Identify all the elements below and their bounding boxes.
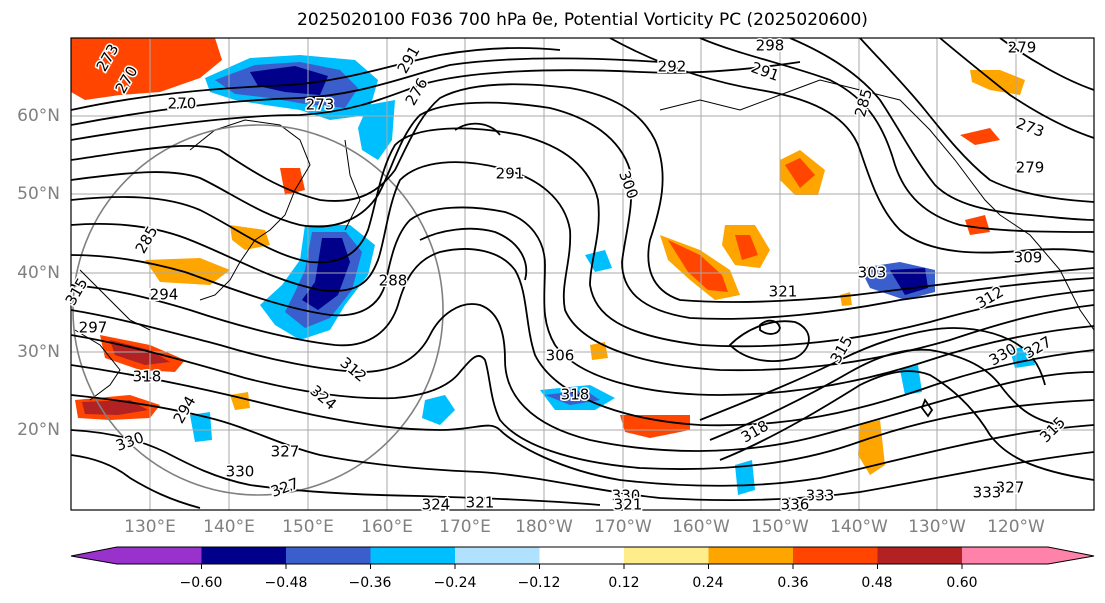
chart-title: 2025020100 F036 700 hPa θe, Potential Vo… <box>297 10 868 30</box>
lat-label: 60°N <box>17 106 60 126</box>
contour-label: 303 <box>858 264 887 282</box>
colorbar-segment <box>71 547 117 564</box>
colorbar-tick-label: 0.24 <box>692 575 724 591</box>
colorbar-segment <box>201 547 286 564</box>
colorbar-segment <box>286 547 371 564</box>
contour-label: 336 <box>781 496 810 514</box>
colorbar-segment <box>793 547 878 564</box>
contour-label: 288 <box>379 272 408 290</box>
contour-label: 330 <box>226 463 255 481</box>
lon-label: 180°W <box>515 517 573 537</box>
contour-label: 294 <box>150 286 179 304</box>
lon-label: 130°E <box>124 517 176 537</box>
contour-label: 273 <box>306 96 335 114</box>
contour-label: 291 <box>496 165 525 183</box>
contour-label: 279 <box>1008 39 1037 57</box>
lat-label: 50°N <box>17 184 60 204</box>
lat-label: 30°N <box>17 342 60 362</box>
contour-label: 298 <box>756 37 785 55</box>
lon-label: 150°E <box>282 517 334 537</box>
contour-label: 309 <box>1014 249 1043 267</box>
colorbar-tick-label: −0.12 <box>517 575 561 591</box>
contour-label: 321 <box>614 496 643 514</box>
contour-label: 270 <box>168 95 197 113</box>
lon-label: 140°W <box>830 517 888 537</box>
colorbar <box>70 546 1095 569</box>
contour-label: 318 <box>561 386 590 404</box>
colorbar-tick-label: 0.48 <box>861 575 893 591</box>
contour-label: 321 <box>769 283 798 301</box>
contour-label: 292 <box>658 58 687 76</box>
contour-label: 306 <box>546 347 575 365</box>
contour-label: 327 <box>996 479 1025 497</box>
colorbar-segment <box>370 547 455 564</box>
contour-label: 324 <box>422 496 451 514</box>
lon-label: 150°W <box>751 517 809 537</box>
lon-label: 160°W <box>672 517 730 537</box>
colorbar-segment <box>117 547 202 564</box>
contour-label: 333 <box>973 484 1002 502</box>
lon-label: 160°E <box>361 517 413 537</box>
contour-label: 297 <box>79 319 108 337</box>
lon-label: 140°E <box>203 517 255 537</box>
contour-label: 327 <box>271 443 300 461</box>
colorbar-tick-label: 0.12 <box>608 575 640 591</box>
lon-label: 130°W <box>908 517 966 537</box>
colorbar-segment <box>539 547 624 564</box>
map-area <box>71 38 1094 510</box>
colorbar-segment <box>1048 547 1094 564</box>
colorbar-segment <box>624 547 709 564</box>
contour-label: 318 <box>133 368 162 386</box>
colorbar-tick-label: 0.60 <box>946 575 978 591</box>
colorbar-tick-label: −0.48 <box>264 575 308 591</box>
theta-e-contours <box>71 38 1094 509</box>
colorbar-tick-label: 0.36 <box>777 575 809 591</box>
colorbar-segment <box>962 547 1048 564</box>
colorbar-tick-label: −0.24 <box>433 575 477 591</box>
contour-label: 330 <box>612 487 641 505</box>
contour-label: 321 <box>466 494 495 512</box>
colorbar-segment <box>455 547 540 564</box>
map-frame <box>70 37 1095 511</box>
lon-label: 170°W <box>594 517 652 537</box>
lon-label: 170°E <box>439 517 491 537</box>
contour-label: 333 <box>806 487 835 505</box>
colorbar-tick-label: −0.60 <box>179 575 223 591</box>
lat-label: 40°N <box>17 263 60 283</box>
lat-label: 20°N <box>17 420 60 440</box>
contour-label: 279 <box>1016 159 1045 177</box>
colorbar-tick-label: −0.36 <box>348 575 392 591</box>
colorbar-segment <box>877 547 962 564</box>
lon-label: 120°W <box>987 517 1045 537</box>
colorbar-segment <box>708 547 793 564</box>
